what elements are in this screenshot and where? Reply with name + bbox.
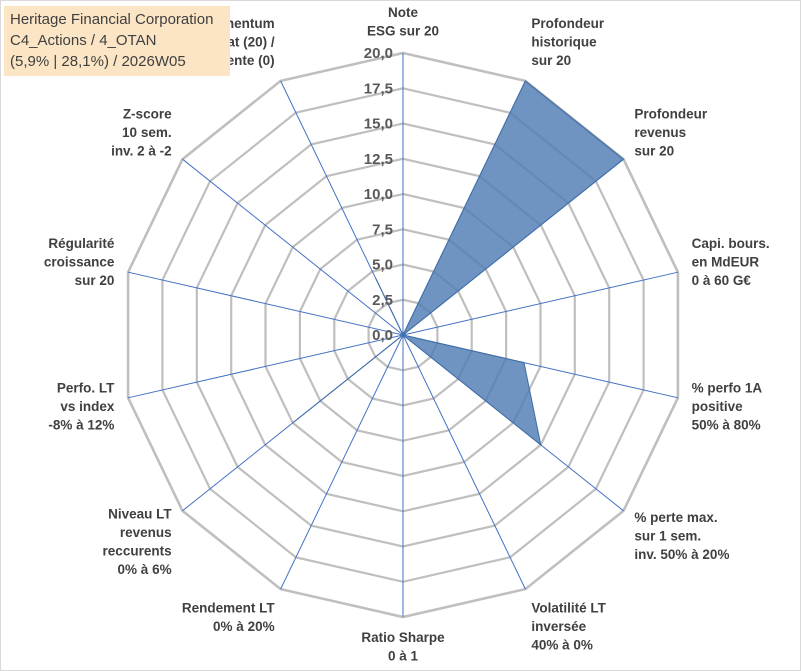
axis-label-line: revenus	[634, 125, 686, 140]
axis-label-line: reccurents	[103, 544, 172, 559]
axis-label-line: 0% à 6%	[118, 562, 172, 577]
axis-label-line: historique	[531, 34, 597, 49]
tick-label: 20,0	[364, 45, 393, 62]
title-line-stats: (5,9% | 28,1%) / 2026W05	[10, 53, 186, 70]
axis-label-line: 10 sem.	[122, 125, 172, 140]
spoke-line	[402, 334, 526, 590]
axis-label-4: % perfo 1A positive 50% à 80%	[692, 380, 763, 432]
axis-label-line: Profondeur	[634, 106, 707, 121]
axis-label-0: Note ESG sur 20	[367, 5, 439, 39]
tick-label: 2,5	[372, 292, 393, 309]
axis-label-1: Profondeur historique sur 20	[531, 16, 604, 68]
axis-label-5: % perte max. sur 1 sem. inv. 50% à 20%	[634, 510, 729, 562]
tick-label: 5,0	[372, 257, 393, 274]
tick-label: 10,0	[364, 186, 393, 203]
axis-label-line: -8% à 12%	[48, 417, 114, 432]
axis-label-line: Volatilité LT	[531, 601, 606, 616]
axis-labels: Note ESG sur 20 Profondeur historique sur 20…	[44, 5, 770, 664]
axis-label-line: Perfo. LT	[57, 380, 115, 395]
axis-label-line: Vente (0)	[218, 53, 274, 68]
axis-label-3: Capi. bours. en MdEUR 0 à 60 G€	[692, 236, 770, 288]
axis-label-line: % perte max.	[634, 510, 717, 525]
axis-label-10: Perfo. LT vs index -8% à 12%	[48, 380, 115, 432]
axis-label-line: Note	[388, 5, 418, 20]
axis-label-line: 0% à 20%	[213, 619, 275, 634]
axis-label-line: 0 à 60 G€	[692, 273, 752, 288]
axis-label-line: sur 1 sem.	[634, 529, 701, 544]
axis-label-line: en MdEUR	[692, 255, 760, 270]
tick-label: 15,0	[364, 116, 393, 133]
axis-label-line: Rendement LT	[182, 601, 276, 616]
axis-label-line: inversée	[531, 619, 586, 634]
axis-label-2: Profondeur revenus sur 20	[634, 106, 707, 158]
axis-label-line: ESG sur 20	[367, 24, 439, 39]
tick-label: 12,5	[364, 151, 393, 168]
axis-label-line: 50% à 80%	[692, 417, 761, 432]
tick-label: 7,5	[372, 221, 393, 238]
axis-label-line: inv. 2 à -2	[111, 143, 172, 158]
tick-label: 17,5	[364, 80, 393, 97]
axis-label-line: vs index	[60, 399, 115, 414]
spoke-line	[127, 271, 404, 336]
axis-label-line: positive	[692, 399, 744, 414]
axis-label-line: croissance	[44, 255, 115, 270]
spoke-line	[402, 271, 679, 336]
axis-label-line: sur 20	[634, 143, 674, 158]
axis-label-11: Régularité croissance sur 20	[44, 236, 115, 288]
axis-label-line: Niveau LT	[108, 507, 172, 522]
spoke-line	[280, 334, 404, 590]
axis-label-line: Régularité	[48, 236, 115, 251]
axis-label-line: % perfo 1A	[692, 380, 763, 395]
axis-label-line: Ratio Sharpe	[361, 630, 445, 645]
axis-label-line: inv. 50% à 20%	[634, 547, 729, 562]
axis-label-line: revenus	[120, 525, 172, 540]
chart-title-box: Heritage Financial Corporation C4_Action…	[4, 6, 230, 76]
radar-series	[292, 80, 625, 447]
axis-label-12: Z-score 10 sem. inv. 2 à -2	[111, 106, 172, 158]
axis-label-line: Profondeur	[531, 16, 604, 31]
axis-label-line: sur 20	[75, 273, 115, 288]
spoke-line	[127, 334, 404, 399]
radial-tick-labels: 0,0 2,5 5,0 7,5 10,0 12,5 15,0 17,5 20,0	[364, 45, 393, 344]
axis-label-6: Volatilité LT inversée 40% à 0%	[531, 601, 606, 653]
spoke-line	[182, 158, 404, 336]
axis-label-line: Capi. bours.	[692, 236, 770, 251]
axis-label-7: Ratio Sharpe 0 à 1	[361, 630, 445, 664]
axis-label-line: 0 à 1	[388, 649, 419, 664]
axis-label-8: Rendement LT 0% à 20%	[182, 601, 276, 635]
title-line-category: C4_Actions / 4_OTAN	[10, 32, 157, 49]
axis-label-line: Z-score	[123, 106, 172, 121]
axis-label-9: Niveau LT revenus reccurents 0% à 6%	[103, 507, 173, 578]
tick-label: 0,0	[372, 327, 393, 344]
axis-label-line: 40% à 0%	[531, 638, 593, 653]
axis-label-line: sur 20	[531, 53, 571, 68]
series-area	[292, 80, 625, 447]
title-line-company: Heritage Financial Corporation	[10, 11, 214, 28]
